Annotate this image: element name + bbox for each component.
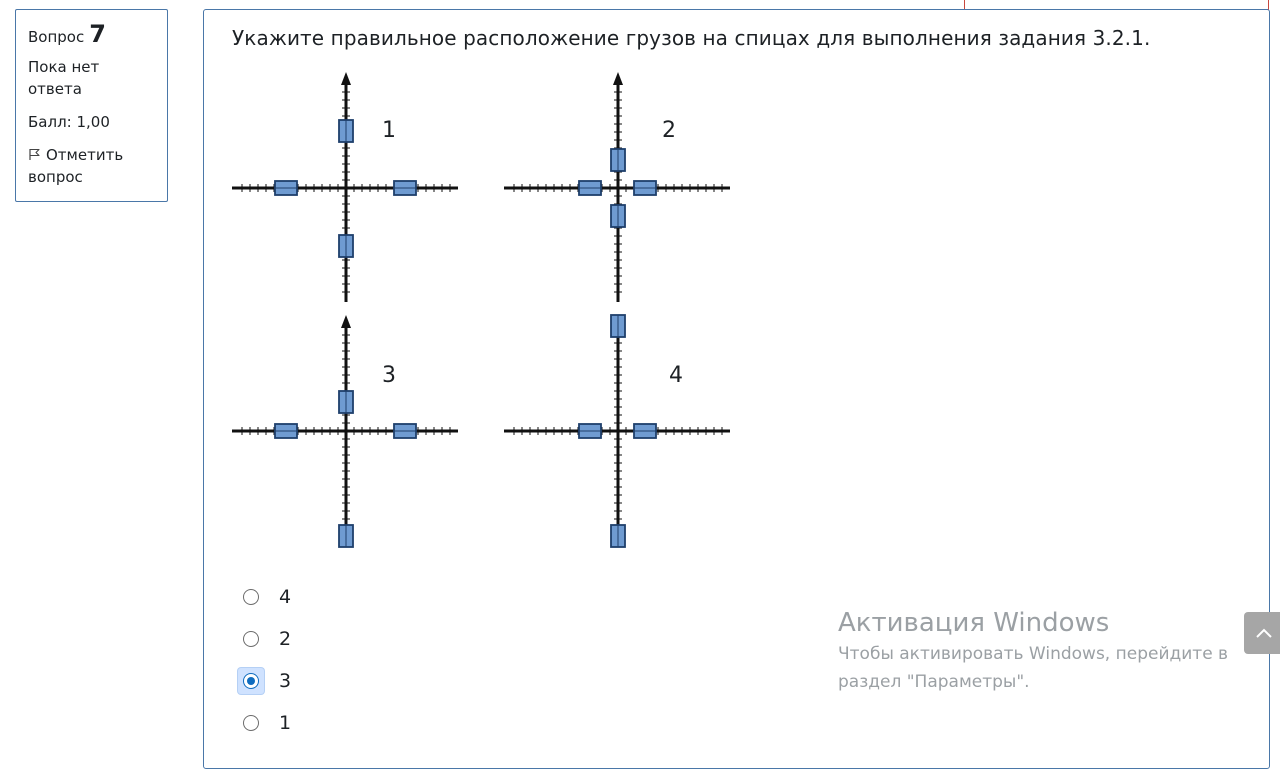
answer-option[interactable]: 1 [238, 708, 291, 738]
answer-radio-wrapper[interactable] [238, 626, 264, 652]
arrow-up-icon [341, 72, 351, 85]
answer-option[interactable]: 2 [238, 624, 291, 654]
cross-diagram-2 [504, 72, 730, 302]
question-number-value: 7 [89, 20, 106, 48]
answer-label[interactable]: 3 [279, 670, 292, 692]
answer-radio[interactable] [243, 715, 259, 731]
flag-question-link[interactable]: Отметить вопрос [28, 144, 148, 188]
chevron-up-icon [1255, 624, 1273, 643]
answer-label[interactable]: 4 [279, 586, 292, 608]
question-text: Укажите правильное расположение грузов н… [232, 26, 1151, 50]
question-info-panel: Вопрос 7 Пока нет ответа Балл: 1,00 Отме… [15, 9, 168, 202]
watermark-text: Чтобы активировать Windows, перейдите в … [838, 644, 1229, 692]
scroll-to-top-button[interactable] [1244, 612, 1280, 654]
answer-radio[interactable] [243, 631, 259, 647]
answer-radio[interactable] [243, 673, 259, 689]
answer-label[interactable]: 2 [279, 628, 292, 650]
weights-diagram: 1 2 3 4 [232, 72, 730, 548]
diagram-number-label: 1 [382, 118, 396, 143]
arrow-up-icon [341, 315, 351, 328]
question-label: Вопрос [28, 28, 85, 46]
diagram-number-label: 2 [662, 118, 676, 143]
cross-diagram-1 [232, 72, 458, 302]
watermark-title: Активация Windows [838, 608, 1110, 638]
cross-diagram-3 [232, 315, 458, 545]
answer-option[interactable]: 4 [238, 582, 291, 612]
cross-diagram-4 [504, 315, 730, 545]
answer-radio-wrapper[interactable] [238, 710, 264, 736]
flag-icon [28, 145, 41, 160]
answer-radio[interactable] [243, 589, 259, 605]
answer-label[interactable]: 1 [279, 712, 292, 734]
question-number: Вопрос 7 [28, 20, 167, 48]
question-grade: Балл: 1,00 [28, 113, 110, 131]
question-state: Пока нет ответа [28, 58, 100, 98]
diagram-number-label: 3 [382, 363, 396, 388]
diagram-number-label: 4 [669, 363, 683, 388]
flag-question-label: Отметить вопрос [28, 146, 124, 186]
arrow-up-icon [613, 72, 623, 85]
windows-activation-watermark: Активация Windows Чтобы активировать Win… [838, 606, 1268, 696]
answer-option[interactable]: 3 [238, 666, 291, 696]
answer-radio-wrapper[interactable] [238, 668, 264, 694]
answer-radio-wrapper[interactable] [238, 584, 264, 610]
